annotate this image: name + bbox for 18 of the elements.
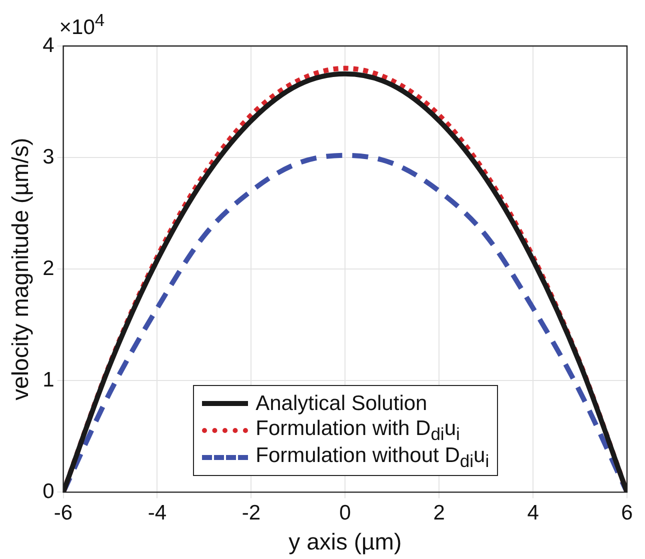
y-tick-label: 0 bbox=[42, 480, 54, 503]
x-tick-label: -6 bbox=[54, 502, 73, 525]
legend-label: Formulation with D$_{di}$u$_{i}$ bbox=[256, 416, 460, 445]
x-tick-label: 0 bbox=[339, 502, 351, 525]
x-tick-label: -2 bbox=[242, 502, 261, 525]
y-tick-label: 2 bbox=[42, 256, 54, 280]
x-tick-label: 6 bbox=[621, 502, 633, 525]
x-tick-label: -4 bbox=[148, 502, 167, 525]
y-tick-label: 3 bbox=[42, 145, 54, 168]
x-tick-label: 4 bbox=[527, 502, 540, 525]
legend-label: Formulation without D$_{di}$u$_{i}$ bbox=[256, 444, 490, 472]
x-axis-title: y axis (µm) bbox=[288, 528, 402, 555]
x-tick-label: 2 bbox=[433, 502, 445, 525]
y-tick-label: 4 bbox=[42, 34, 55, 57]
y-tick-label: 1 bbox=[42, 368, 54, 392]
legend-label: Analytical Solution bbox=[256, 392, 428, 416]
y-axis-title: velocity magnitude (µm/s) bbox=[7, 138, 34, 400]
text: ×10$^{4}$ bbox=[59, 10, 105, 40]
